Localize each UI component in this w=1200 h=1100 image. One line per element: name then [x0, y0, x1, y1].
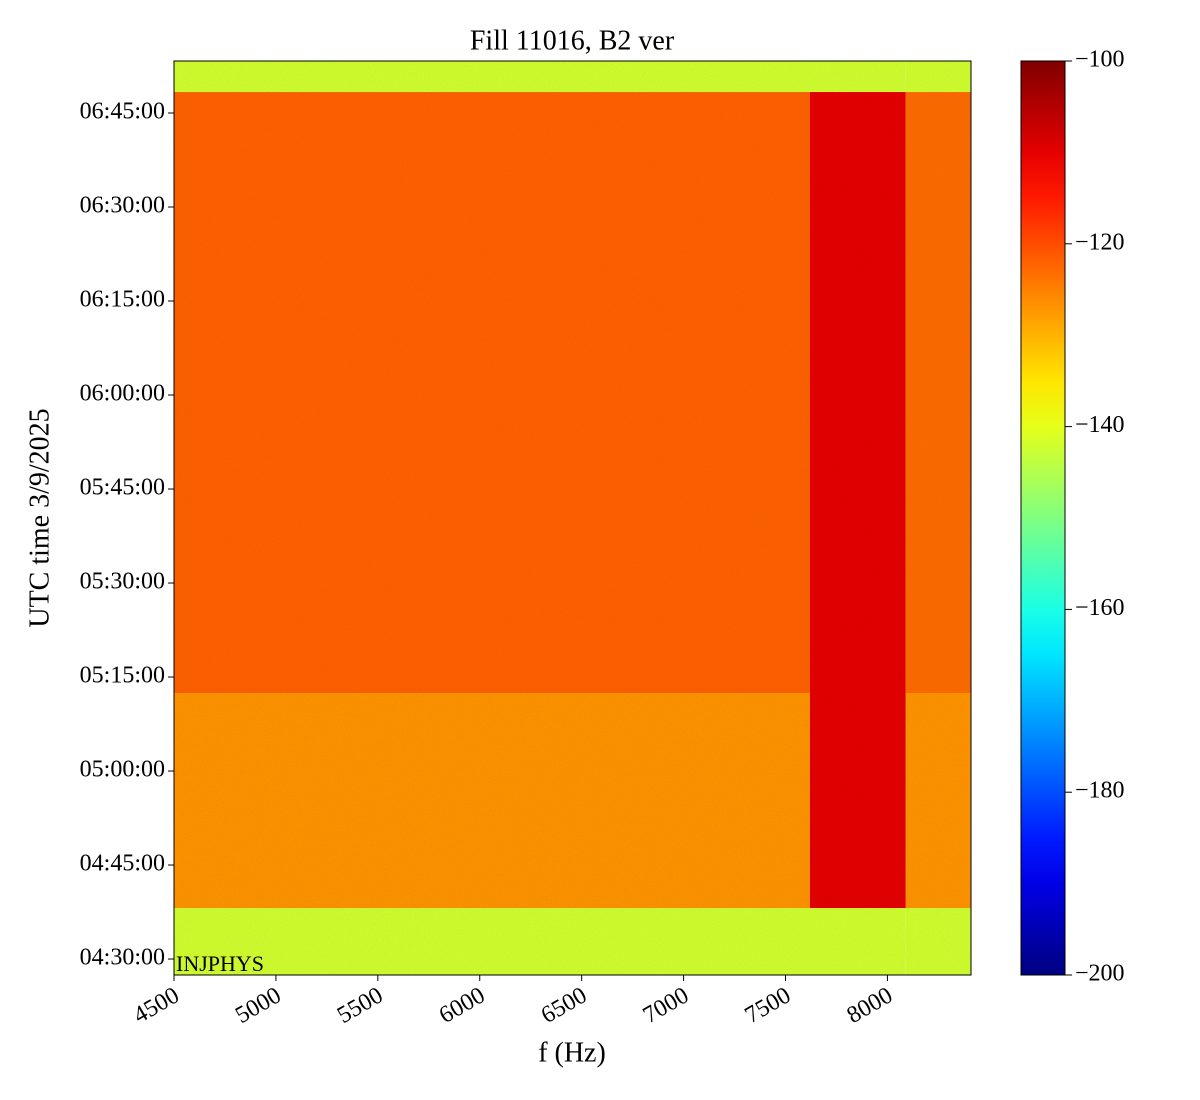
colorbar-tick-label: −100	[1075, 47, 1125, 73]
y-tick-label: 06:30:00	[80, 193, 165, 219]
y-tick-label: 06:45:00	[80, 99, 165, 125]
y-tick-label: 05:15:00	[80, 663, 165, 689]
x-axis-label: f (Hz)	[538, 1037, 606, 1068]
y-tick-label: 05:30:00	[80, 569, 165, 595]
y-tick-label: 04:30:00	[80, 945, 165, 971]
x-tick-label: 4500	[129, 982, 184, 1029]
annotation: INJPHYS	[176, 951, 264, 976]
x-tick-label: 5500	[333, 982, 388, 1029]
y-tick-label: 06:00:00	[80, 381, 165, 407]
x-tick-label: 8000	[843, 982, 898, 1029]
y-tick-label: 06:15:00	[80, 287, 165, 313]
colorbar-tick-label: −140	[1075, 412, 1125, 438]
x-tick-label: 6500	[537, 982, 592, 1029]
x-tick-label: 6000	[435, 982, 490, 1029]
chart-title: Fill 11016, B2 ver	[470, 25, 675, 56]
y-tick-label: 05:00:00	[80, 757, 165, 783]
colorbar-tick-label: −120	[1075, 229, 1125, 255]
colorbar-tick-label: −200	[1075, 961, 1125, 987]
plot-frame	[173, 60, 972, 976]
x-tick-label: 7500	[741, 982, 796, 1029]
colorbar-tick-label: −160	[1075, 595, 1125, 621]
y-tick-label: 04:45:00	[80, 851, 165, 877]
y-axis-label: UTC time 3/9/2025	[24, 408, 55, 627]
x-tick-label: 5000	[231, 982, 286, 1029]
texture	[174, 61, 971, 975]
colorbar	[1020, 60, 1066, 976]
y-tick-label: 05:45:00	[80, 475, 165, 501]
colorbar-tick-label: −180	[1075, 778, 1125, 804]
x-tick-label: 7000	[639, 982, 694, 1029]
